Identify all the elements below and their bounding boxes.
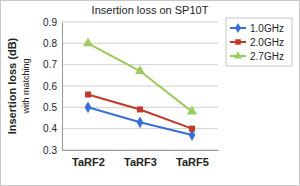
y-tick: 0.5 xyxy=(43,102,62,113)
legend-label: 1.0GHz xyxy=(250,23,284,34)
x-tick: TaRF3 xyxy=(124,150,157,168)
series-marker xyxy=(187,106,197,115)
series-marker xyxy=(189,126,195,132)
y-axis-title: Insertion loss (dB) xyxy=(6,37,18,134)
legend-entry: 2.7GHz xyxy=(230,51,284,62)
chart: Insertion loss on SP10T Insertion loss (d… xyxy=(0,0,300,186)
legend-marker xyxy=(235,23,241,33)
series xyxy=(85,92,195,132)
series-marker xyxy=(137,116,144,128)
series-group xyxy=(83,38,197,141)
grid-line xyxy=(62,86,218,87)
x-axis: TaRF2 TaRF3 TaRF5 xyxy=(63,150,219,168)
y-tick-label: 0.7 xyxy=(43,59,57,70)
legend-entry: 1.0GHz xyxy=(230,23,284,34)
series xyxy=(83,38,197,115)
legend-entry: 2.0GHz xyxy=(230,37,284,48)
plot: 0.3 0.4 0.5 0.6 0.7 0.8 0.9 TaRF2 TaRF3 TaRF5 xyxy=(43,17,218,168)
grid-line xyxy=(62,64,218,65)
y-tick: 0.3 xyxy=(43,145,62,156)
y-axis: 0.3 0.4 0.5 0.6 0.7 0.8 0.9 xyxy=(43,17,62,156)
series-marker xyxy=(85,101,92,113)
y-tick-label: 0.4 xyxy=(43,123,57,134)
chart-border xyxy=(1,1,300,186)
y-tick-label: 0.5 xyxy=(43,102,57,113)
x-tick-label: TaRF2 xyxy=(72,156,105,168)
y-tick: 0.7 xyxy=(43,59,62,70)
legend-label: 2.0GHz xyxy=(250,37,284,48)
grid-line xyxy=(62,150,218,151)
y-tick-label: 0.3 xyxy=(43,145,57,156)
series-marker xyxy=(85,92,91,98)
x-tick-label: TaRF5 xyxy=(176,156,209,168)
y-axis-title: with matching xyxy=(21,58,31,114)
y-axis-line xyxy=(62,23,63,151)
y-tick: 0.4 xyxy=(43,123,62,134)
y-tick: 0.6 xyxy=(43,81,62,92)
title: Insertion loss on SP10T xyxy=(92,4,209,16)
x-tick-label: TaRF3 xyxy=(124,156,157,168)
y-tick-label: 0.9 xyxy=(43,17,57,28)
y-tick: 0.9 xyxy=(43,17,62,28)
x-tick: TaRF5 xyxy=(176,150,209,168)
series xyxy=(85,101,196,141)
y-tick-label: 0.8 xyxy=(43,38,57,49)
legend-box xyxy=(226,18,292,66)
y-tick-label: 0.6 xyxy=(43,81,57,92)
series-line xyxy=(88,107,192,135)
series-marker xyxy=(83,38,93,47)
series-marker xyxy=(135,65,145,74)
legend-marker xyxy=(234,51,242,58)
series-marker xyxy=(137,106,143,112)
legend-label: 2.7GHz xyxy=(250,51,284,62)
legend: 1.0GHz 2.0GHz 2.7GHz xyxy=(226,18,292,66)
grid-line xyxy=(62,22,218,23)
grid xyxy=(62,22,218,150)
y-tick: 0.8 xyxy=(43,38,62,49)
series-line xyxy=(88,43,192,111)
legend-marker xyxy=(235,39,240,44)
x-tick: TaRF2 xyxy=(72,150,105,168)
x-axis-line xyxy=(63,150,219,151)
